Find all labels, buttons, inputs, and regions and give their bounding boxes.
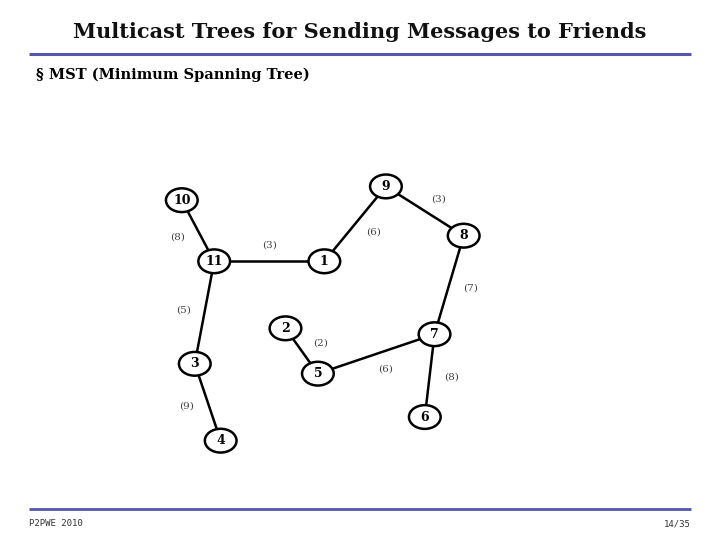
- Text: (6): (6): [366, 228, 381, 237]
- Text: 1: 1: [320, 255, 329, 268]
- Text: 3: 3: [191, 357, 199, 370]
- Text: 2: 2: [281, 322, 290, 335]
- Circle shape: [166, 188, 197, 212]
- Text: 4: 4: [216, 434, 225, 447]
- Text: 8: 8: [459, 229, 468, 242]
- Circle shape: [198, 249, 230, 273]
- Circle shape: [302, 362, 333, 386]
- Text: (3): (3): [431, 194, 446, 203]
- Circle shape: [409, 405, 441, 429]
- Text: 9: 9: [382, 180, 390, 193]
- Circle shape: [448, 224, 480, 247]
- Circle shape: [179, 352, 210, 376]
- Text: 10: 10: [173, 194, 191, 207]
- Text: (3): (3): [262, 241, 276, 249]
- Circle shape: [204, 429, 236, 453]
- Text: (6): (6): [377, 364, 392, 373]
- Text: (7): (7): [463, 284, 477, 293]
- Text: P2PWE 2010: P2PWE 2010: [29, 519, 83, 528]
- Text: (9): (9): [179, 402, 194, 411]
- Circle shape: [419, 322, 451, 346]
- Text: Multicast Trees for Sending Messages to Friends: Multicast Trees for Sending Messages to …: [73, 22, 647, 43]
- Text: 5: 5: [314, 367, 322, 380]
- Circle shape: [269, 316, 301, 340]
- Text: (2): (2): [313, 339, 328, 348]
- Text: 6: 6: [420, 410, 429, 423]
- Text: (8): (8): [171, 232, 185, 241]
- Text: § MST (Minimum Spanning Tree): § MST (Minimum Spanning Tree): [36, 68, 310, 82]
- Text: 7: 7: [430, 328, 439, 341]
- Text: 14/35: 14/35: [665, 519, 691, 528]
- Text: (5): (5): [176, 306, 191, 315]
- Circle shape: [370, 174, 402, 198]
- Text: 11: 11: [205, 255, 223, 268]
- Circle shape: [308, 249, 340, 273]
- Text: (8): (8): [444, 373, 459, 382]
